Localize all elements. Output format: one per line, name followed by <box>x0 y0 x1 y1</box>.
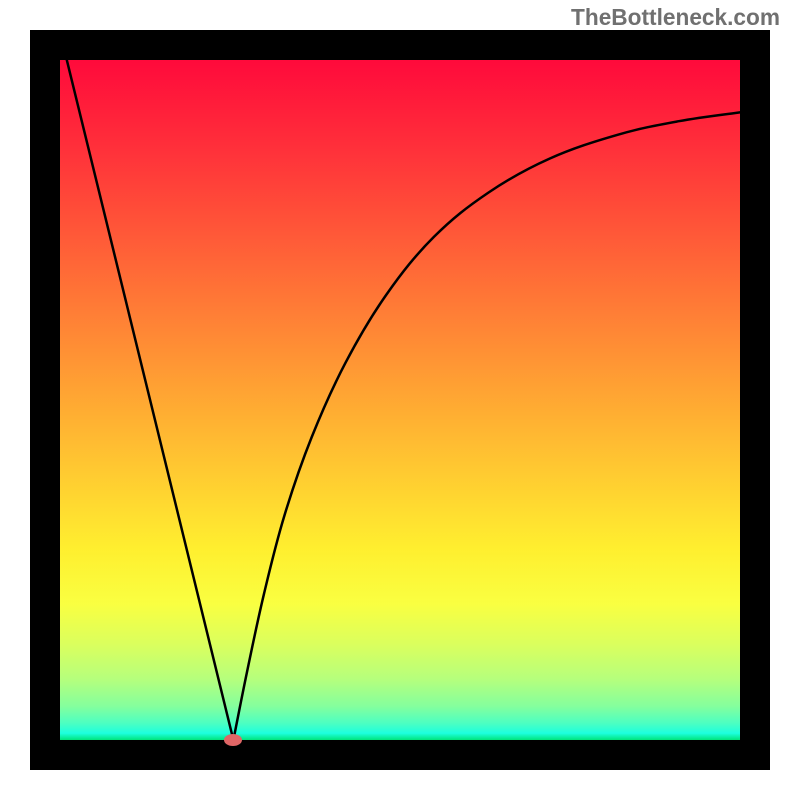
gradient-background <box>60 60 740 740</box>
plot-area <box>60 60 740 740</box>
min-point-marker <box>224 734 242 746</box>
watermark-text: TheBottleneck.com <box>571 4 780 31</box>
chart-container: TheBottleneck.com <box>0 0 800 800</box>
